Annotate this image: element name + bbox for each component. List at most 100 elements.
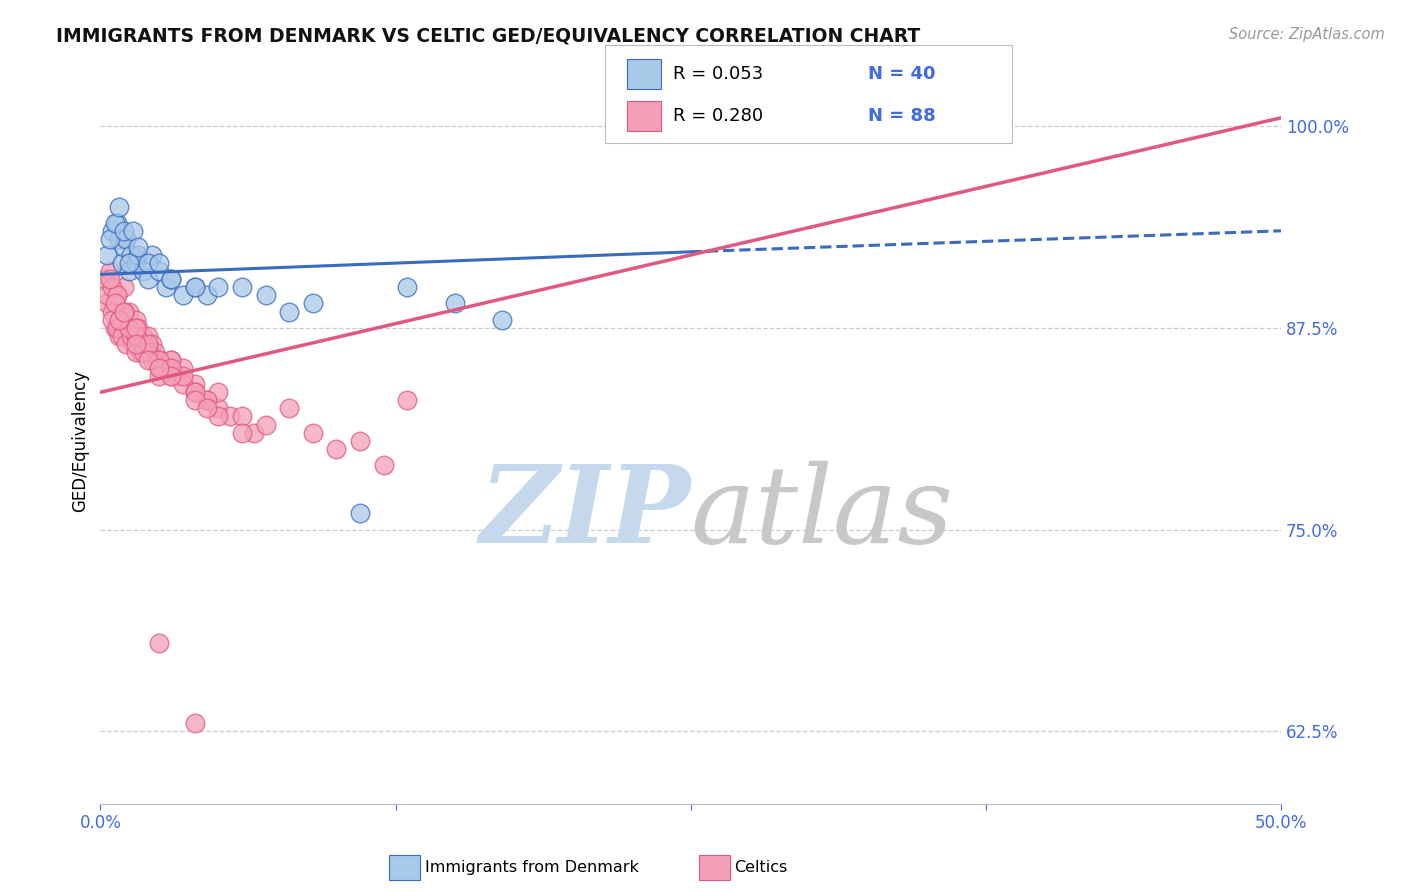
- Point: [120, 328, 142, 343]
- Point: [136, 256, 159, 270]
- Point: [127, 240, 149, 254]
- Point: [108, 328, 131, 343]
- Point: [141, 248, 163, 262]
- Point: [96, 248, 118, 262]
- Point: [101, 224, 124, 238]
- Point: [243, 425, 266, 440]
- Text: IMMIGRANTS FROM DENMARK VS CELTIC GED/EQUIVALENCY CORRELATION CHART: IMMIGRANTS FROM DENMARK VS CELTIC GED/EQ…: [56, 27, 921, 45]
- Point: [254, 417, 277, 432]
- Point: [125, 312, 148, 326]
- Point: [160, 353, 183, 368]
- Y-axis label: GED/Equivalency: GED/Equivalency: [72, 369, 89, 512]
- Point: [184, 280, 207, 294]
- Point: [373, 458, 395, 472]
- Point: [278, 304, 301, 318]
- Point: [103, 296, 125, 310]
- Point: [396, 280, 419, 294]
- Point: [129, 345, 152, 359]
- Point: [110, 312, 132, 326]
- Text: Source: ZipAtlas.com: Source: ZipAtlas.com: [1229, 27, 1385, 42]
- Point: [105, 320, 128, 334]
- Point: [134, 336, 156, 351]
- Point: [103, 320, 125, 334]
- Point: [184, 393, 207, 408]
- Point: [231, 280, 253, 294]
- Point: [103, 216, 125, 230]
- Point: [112, 240, 135, 254]
- Point: [136, 353, 159, 368]
- Point: [108, 312, 131, 326]
- Point: [349, 507, 371, 521]
- Point: [125, 256, 148, 270]
- Point: [132, 328, 155, 343]
- Point: [118, 256, 141, 270]
- Point: [231, 409, 253, 424]
- Point: [302, 425, 325, 440]
- Point: [153, 361, 176, 376]
- Point: [112, 304, 135, 318]
- Text: R = 0.280: R = 0.280: [673, 107, 763, 125]
- Point: [101, 312, 124, 326]
- Text: N = 40: N = 40: [868, 65, 935, 83]
- Point: [127, 248, 149, 262]
- Point: [195, 393, 218, 408]
- Point: [160, 361, 183, 376]
- Text: Celtics: Celtics: [734, 861, 787, 875]
- Point: [184, 385, 207, 400]
- Point: [105, 288, 128, 302]
- Point: [125, 328, 148, 343]
- Point: [160, 369, 183, 384]
- Point: [96, 296, 118, 310]
- Point: [115, 336, 138, 351]
- Point: [207, 401, 229, 416]
- Point: [120, 328, 142, 343]
- Point: [108, 232, 131, 246]
- Point: [195, 401, 218, 416]
- Point: [125, 345, 148, 359]
- Point: [112, 304, 135, 318]
- Point: [125, 336, 148, 351]
- Point: [302, 296, 325, 310]
- Point: [443, 296, 465, 310]
- Point: [120, 248, 142, 262]
- Point: [148, 264, 170, 278]
- Point: [165, 369, 187, 384]
- Point: [160, 272, 183, 286]
- Point: [118, 320, 141, 334]
- Point: [148, 635, 170, 649]
- Point: [136, 345, 159, 359]
- Point: [112, 280, 135, 294]
- Point: [127, 320, 149, 334]
- Point: [105, 288, 128, 302]
- Point: [132, 345, 155, 359]
- Point: [136, 345, 159, 359]
- Text: N = 88: N = 88: [868, 107, 935, 125]
- Point: [155, 280, 177, 294]
- Point: [172, 288, 194, 302]
- Text: ZIP: ZIP: [479, 460, 690, 566]
- Point: [231, 425, 253, 440]
- Text: atlas: atlas: [690, 461, 953, 566]
- Point: [195, 393, 218, 408]
- Point: [110, 256, 132, 270]
- Point: [325, 442, 347, 456]
- Point: [172, 361, 194, 376]
- Point: [172, 369, 194, 384]
- Point: [122, 224, 145, 238]
- Point: [172, 377, 194, 392]
- Point: [207, 385, 229, 400]
- Point: [115, 232, 138, 246]
- Point: [219, 409, 242, 424]
- Point: [195, 288, 218, 302]
- Point: [141, 336, 163, 351]
- Point: [112, 224, 135, 238]
- Text: R = 0.053: R = 0.053: [673, 65, 763, 83]
- Point: [108, 200, 131, 214]
- Point: [136, 336, 159, 351]
- Point: [141, 353, 163, 368]
- Point: [491, 312, 513, 326]
- Point: [148, 353, 170, 368]
- Point: [143, 345, 166, 359]
- Point: [122, 336, 145, 351]
- Point: [125, 328, 148, 343]
